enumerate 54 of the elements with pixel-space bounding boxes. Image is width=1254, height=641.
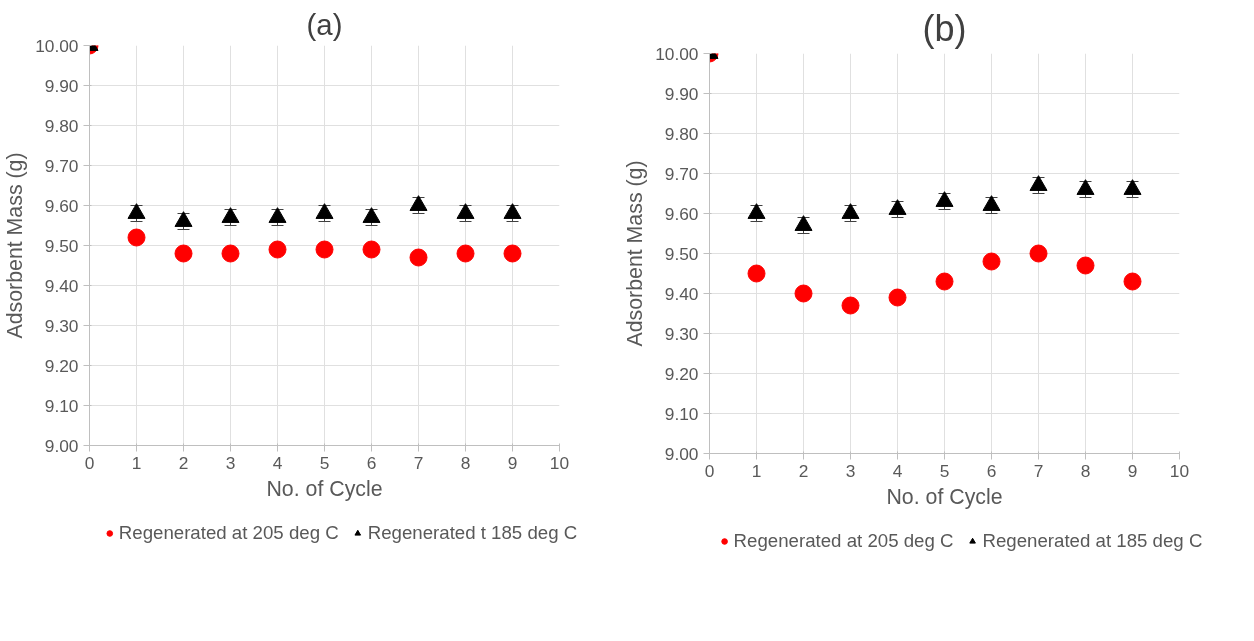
y-tick-label: 9.40 bbox=[44, 275, 79, 296]
y-tick-label: 9.20 bbox=[664, 363, 699, 384]
x-tick-label: 8 bbox=[1080, 460, 1091, 481]
legend-label: Regenerated t 185 deg C bbox=[367, 522, 578, 544]
y-tick-label: 9.90 bbox=[664, 83, 699, 104]
x-axis-title: No. of Cycle bbox=[886, 484, 1003, 509]
y-tick-label: 9.80 bbox=[44, 115, 79, 136]
x-tick-label: 6 bbox=[986, 460, 997, 481]
x-tick-label: 5 bbox=[939, 460, 950, 481]
x-tick-label: 6 bbox=[366, 452, 377, 473]
y-tick-label: 9.80 bbox=[664, 123, 699, 144]
y-tick-label: 10.00 bbox=[35, 35, 79, 56]
y-tick-label: 9.50 bbox=[44, 235, 79, 256]
x-tick-label: 3 bbox=[225, 452, 236, 473]
y-tick-label: 9.50 bbox=[664, 243, 699, 264]
x-tick-label: 9 bbox=[1127, 460, 1138, 481]
x-tick-label: 1 bbox=[131, 452, 142, 473]
chart-title: (b) bbox=[922, 7, 967, 49]
x-tick-label: 2 bbox=[798, 460, 809, 481]
x-tick-label: 7 bbox=[413, 452, 424, 473]
y-tick-label: 9.70 bbox=[664, 163, 699, 184]
x-tick-label: 4 bbox=[892, 460, 903, 481]
x-tick-label: 8 bbox=[460, 452, 471, 473]
x-tick-label: 10 bbox=[549, 452, 570, 473]
x-tick-label: 7 bbox=[1033, 460, 1044, 481]
x-tick-label: 3 bbox=[845, 460, 856, 481]
legend-label: Regenerated at 205 deg C bbox=[118, 522, 339, 544]
y-tick-label: 9.70 bbox=[44, 155, 79, 176]
x-tick-label: 9 bbox=[507, 452, 518, 473]
chart-title: (a) bbox=[306, 7, 343, 41]
x-tick-label: 2 bbox=[178, 452, 189, 473]
x-tick-label: 5 bbox=[319, 452, 330, 473]
y-tick-label: 9.20 bbox=[44, 355, 79, 376]
y-axis-title: Adsorbent Mass (g) bbox=[3, 152, 28, 339]
x-tick-label: 0 bbox=[704, 460, 715, 481]
x-tick-label: 4 bbox=[272, 452, 283, 473]
y-tick-label: 9.60 bbox=[44, 195, 79, 216]
y-tick-label: 9.00 bbox=[44, 435, 79, 456]
x-tick-label: 0 bbox=[84, 452, 95, 473]
y-tick-label: 9.30 bbox=[44, 315, 79, 336]
y-tick-label: 9.90 bbox=[44, 75, 79, 96]
y-tick-label: 9.10 bbox=[664, 403, 699, 424]
legend-label: Regenerated at 185 deg C bbox=[982, 530, 1203, 552]
x-tick-label: 10 bbox=[1169, 460, 1190, 481]
y-tick-label: 9.30 bbox=[664, 323, 699, 344]
legend-label: Regenerated at 205 deg C bbox=[733, 530, 954, 552]
y-tick-label: 9.40 bbox=[664, 283, 699, 304]
y-tick-label: 10.00 bbox=[655, 43, 699, 64]
x-tick-label: 1 bbox=[751, 460, 762, 481]
y-tick-label: 9.60 bbox=[664, 203, 699, 224]
y-axis-title: Adsorbent Mass (g) bbox=[623, 160, 648, 347]
x-axis-title: No. of Cycle bbox=[266, 476, 383, 501]
y-tick-label: 9.10 bbox=[44, 395, 79, 416]
y-tick-label: 9.00 bbox=[664, 443, 699, 464]
